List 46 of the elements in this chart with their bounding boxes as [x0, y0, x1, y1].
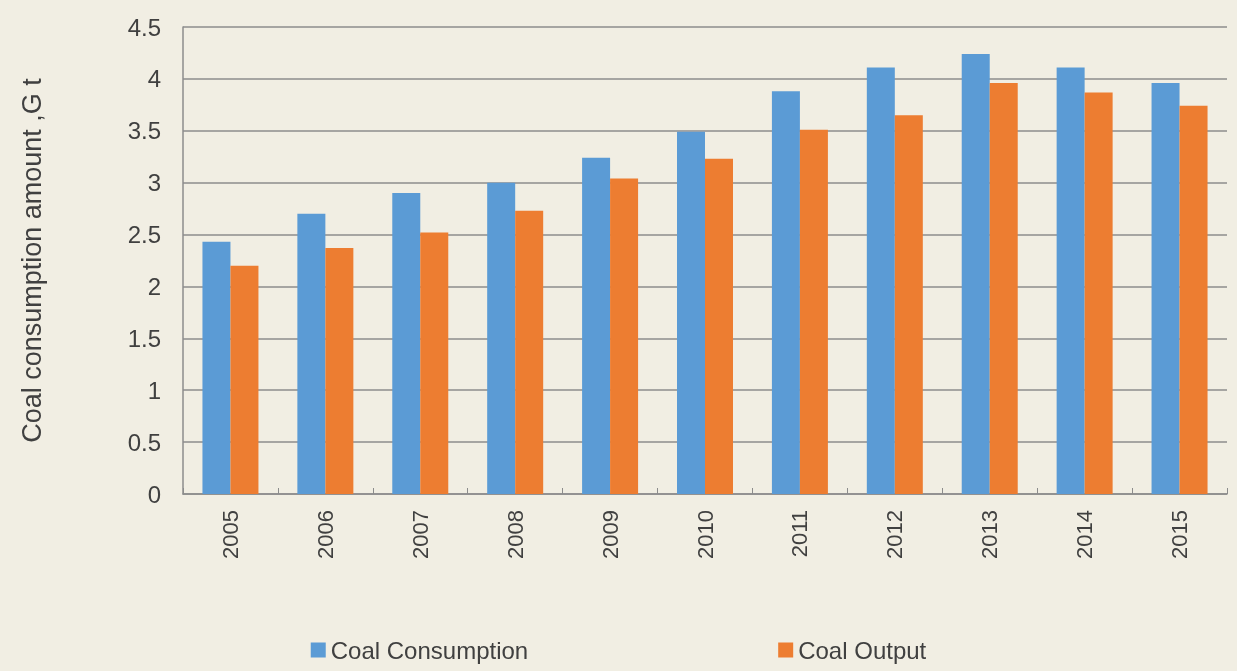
- bar: [705, 158, 733, 494]
- bar: [1056, 67, 1085, 494]
- bar: [610, 178, 639, 494]
- y-tick-label: 2.5: [127, 221, 161, 249]
- bar: [961, 53, 990, 494]
- x-tick-label: 2010: [692, 510, 718, 559]
- y-tick-label: 0: [147, 480, 161, 508]
- bar: [297, 213, 326, 494]
- bar: [420, 232, 449, 494]
- y-tick-label: 4.5: [127, 13, 161, 41]
- x-tick-label: 2007: [407, 510, 433, 559]
- x-tick-label: 2013: [977, 510, 1003, 559]
- x-tick-label: 2009: [597, 510, 623, 559]
- bar: [230, 265, 259, 494]
- bar: [1179, 105, 1208, 494]
- bar: [894, 115, 923, 494]
- x-tick-label: 2014: [1072, 510, 1098, 559]
- bar: [1151, 83, 1180, 494]
- bar: [989, 83, 1018, 494]
- bar: [515, 210, 544, 494]
- legend-label: Coal Output: [798, 636, 927, 664]
- bar: [799, 129, 828, 494]
- y-tick-label: 3: [147, 169, 161, 197]
- bar: [487, 182, 516, 494]
- y-tick-label: 3.5: [127, 117, 161, 145]
- bar: [202, 241, 231, 494]
- bar: [392, 193, 421, 494]
- x-tick-label: 2012: [882, 510, 908, 559]
- x-tick-label: 2005: [217, 510, 243, 559]
- y-tick-label: 1: [147, 376, 161, 404]
- bar: [771, 91, 800, 494]
- bar: [582, 157, 611, 494]
- bar: [677, 131, 705, 494]
- bar: [1084, 92, 1113, 494]
- legend-label: Coal Consumption: [330, 636, 529, 664]
- x-tick-label: 2011: [787, 510, 813, 558]
- y-tick-label: 0.5: [127, 428, 161, 456]
- x-tick-label: 2008: [502, 510, 528, 559]
- y-axis-title: Coal consumption amount ,G t: [16, 77, 47, 443]
- bar: [866, 67, 895, 494]
- x-tick-label: 2015: [1167, 510, 1193, 559]
- bar: [325, 248, 354, 494]
- y-tick-label: 2: [147, 272, 161, 300]
- x-tick-label: 2006: [312, 510, 338, 559]
- y-tick-label: 4: [147, 65, 161, 93]
- y-tick-label: 1.5: [127, 324, 161, 352]
